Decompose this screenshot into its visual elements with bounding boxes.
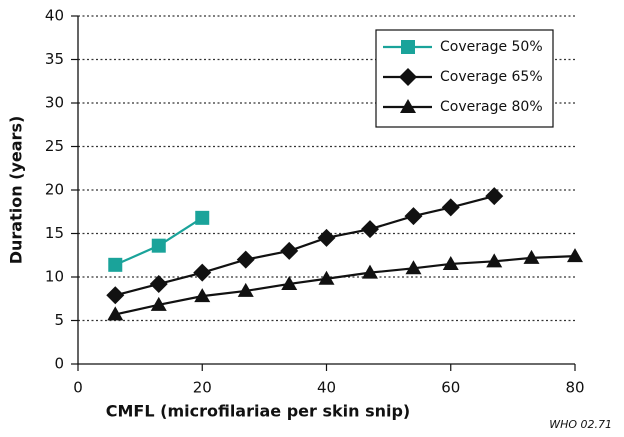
marker [237,282,254,297]
marker [106,286,125,305]
marker [400,99,416,113]
marker [236,250,255,269]
marker [567,248,583,263]
marker [194,288,211,303]
y-tick-label: 35 [45,50,64,68]
annotation: WHO 02.71 [549,418,612,431]
y-tick-label: 15 [45,224,64,242]
series-line [114,195,495,297]
marker [399,68,417,86]
y-tick-label: 25 [45,137,64,155]
marker [486,253,503,268]
marker [360,220,379,239]
y-tick-label: 40 [45,7,64,25]
y-axis-label: Duration (years) [7,116,26,265]
y-tick-label: 30 [45,94,64,112]
marker [151,238,166,253]
marker [485,187,504,206]
marker [149,274,168,293]
marker [317,228,336,247]
marker [150,296,167,311]
marker [523,249,540,264]
x-tick-label: 0 [73,379,83,397]
marker [405,260,422,275]
legend-label: Coverage 80% [440,99,543,115]
marker [281,275,298,290]
y-tick-label: 10 [45,268,64,286]
y-tick-label: 0 [54,355,64,373]
marker [280,241,299,260]
x-tick-label: 20 [193,379,212,397]
x-tick-label: 80 [565,379,584,397]
marker [401,40,415,54]
y-tick-label: 20 [45,181,64,199]
marker [193,263,212,282]
x-tick-label: 60 [441,379,460,397]
marker [108,257,123,272]
legend-label: Coverage 65% [440,69,543,85]
marker [107,306,124,321]
marker [441,198,460,217]
series-line [115,255,576,316]
x-tick-label: 40 [317,379,336,397]
marker [404,207,423,226]
legend-label: Coverage 50% [440,39,543,55]
marker [361,264,378,279]
marker [318,270,335,285]
x-axis-label: CMFL (microfilariae per skin snip) [106,402,410,421]
marker [195,210,210,225]
y-tick-label: 5 [54,311,64,329]
marker [442,255,459,270]
